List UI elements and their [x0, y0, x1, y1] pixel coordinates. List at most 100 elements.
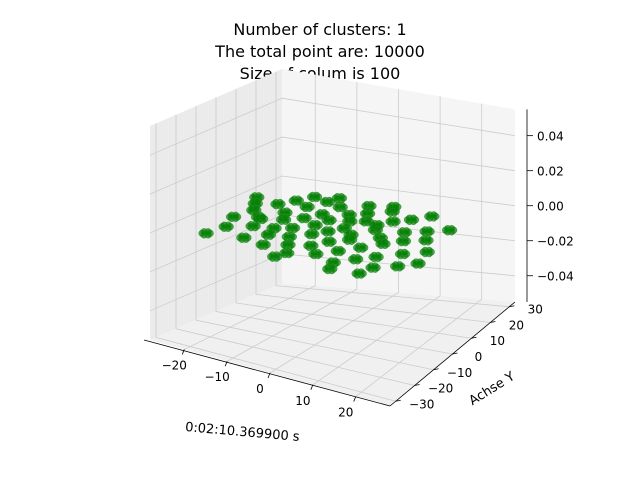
grid-line-y-2 [195, 106, 434, 371]
point-cluster-17 [285, 222, 301, 234]
point-cluster-31 [360, 208, 376, 219]
point-cluster-7 [288, 195, 304, 206]
y-tick-label-3: 0 [475, 350, 483, 364]
grid-line-x-2 [269, 89, 399, 374]
y-tick-mark-3 [452, 352, 458, 355]
scatter-point [364, 216, 372, 224]
point-cluster-37 [342, 234, 358, 245]
grid-line-x-4 [355, 103, 483, 397]
scatter-point [392, 201, 400, 210]
scatter-point [371, 262, 379, 270]
point-cluster-50 [424, 211, 440, 222]
scatter-point [328, 263, 336, 272]
scatter-point [252, 205, 260, 213]
scatter-point [314, 248, 322, 257]
z-tick-label-2: 0.00 [537, 200, 564, 214]
point-cluster-42 [385, 216, 401, 227]
z-tick-label-0: −0.04 [537, 270, 574, 284]
scatter-point [320, 209, 328, 217]
point-cluster-32 [336, 223, 352, 234]
point-cluster-2 [226, 211, 242, 223]
scatter-point [313, 220, 321, 228]
scatter-point [327, 236, 335, 244]
x-tick-mark-3 [310, 384, 314, 390]
y-tick-label-5: 20 [509, 318, 524, 332]
scatter-point [430, 211, 438, 219]
grid-line-z-4 [149, 97, 516, 156]
x-tick-mark-0 [181, 349, 185, 355]
point-cluster-5 [270, 198, 286, 210]
scatter-point [313, 191, 321, 200]
point-cluster-62 [331, 193, 348, 204]
point-cluster-4 [218, 221, 234, 232]
y-tick-label-1: −20 [428, 382, 453, 396]
point-cluster-25 [304, 229, 320, 240]
scatter-point [367, 200, 375, 209]
z-tick-label-1: −0.02 [537, 235, 574, 249]
scatter-point [348, 234, 356, 242]
scatter-point [232, 211, 240, 219]
scatter-point [325, 196, 334, 205]
scatter-point [305, 201, 313, 209]
scatter-point [342, 223, 350, 231]
scatter-point [204, 228, 212, 236]
point-cluster-69 [361, 200, 377, 212]
grid-lines [149, 71, 516, 402]
y-tick-mark-2 [433, 368, 439, 371]
y-tick-mark-5 [490, 321, 496, 323]
scatter-point [224, 221, 232, 229]
scatter-point [348, 216, 356, 224]
point-cluster-64 [386, 201, 402, 213]
point-cluster-48 [396, 227, 413, 238]
scatter-point [402, 227, 411, 235]
grid-line-y-1 [175, 114, 415, 386]
point-cluster-58 [419, 246, 435, 258]
scatter-point [416, 258, 424, 266]
chart-title-line-2: The total point are: 10000 [215, 42, 425, 61]
scatter-point [282, 214, 290, 222]
point-cluster-49 [368, 251, 384, 263]
scatter-point [336, 245, 344, 254]
y-tick-label-4: 10 [490, 334, 505, 348]
z-tick-label-3: 0.02 [537, 165, 564, 179]
grid-line-x-1 [226, 81, 358, 362]
scatter-point [309, 240, 317, 248]
point-cluster-28 [320, 226, 336, 237]
x-tick-mark-4 [353, 396, 357, 402]
grid-line-x-3 [312, 96, 441, 386]
scatter-point [448, 225, 456, 233]
point-cluster-13 [266, 223, 282, 234]
point-cluster-18 [255, 239, 271, 250]
scatter-point [391, 216, 399, 224]
tick-labels: −20−1001020−30−20−100102030−0.04−0.020.0… [162, 130, 574, 420]
scatter-point [253, 198, 261, 206]
scatter-point [374, 251, 382, 260]
scatter-point [294, 195, 302, 203]
point-cluster-61 [307, 191, 323, 203]
grid-line-z-2 [149, 175, 516, 234]
grid-line-y-4 [235, 88, 472, 339]
scatter-point [326, 226, 334, 234]
scatter-point [337, 193, 346, 201]
point-cluster-21 [332, 201, 348, 213]
scatter-point [424, 235, 432, 243]
point-cluster-29 [342, 216, 358, 227]
point-cluster-19 [314, 209, 330, 220]
point-cluster-0 [249, 192, 265, 203]
scatter-point [425, 246, 433, 255]
y-tick-mark-4 [471, 336, 477, 339]
point-cluster-34 [308, 248, 324, 260]
point-cluster-52 [365, 262, 381, 273]
scatter-point [286, 239, 294, 247]
chart-title-line-1: Number of clusters: 1 [233, 20, 407, 39]
scatter-point [357, 268, 365, 276]
x-tick-mark-2 [267, 372, 271, 379]
y-tick-mark-1 [414, 384, 420, 386]
point-cluster-30 [303, 240, 319, 251]
scatter-point [327, 215, 335, 223]
scatter-point [378, 232, 386, 240]
scatter-point [259, 213, 267, 222]
point-cluster-15 [260, 229, 277, 240]
